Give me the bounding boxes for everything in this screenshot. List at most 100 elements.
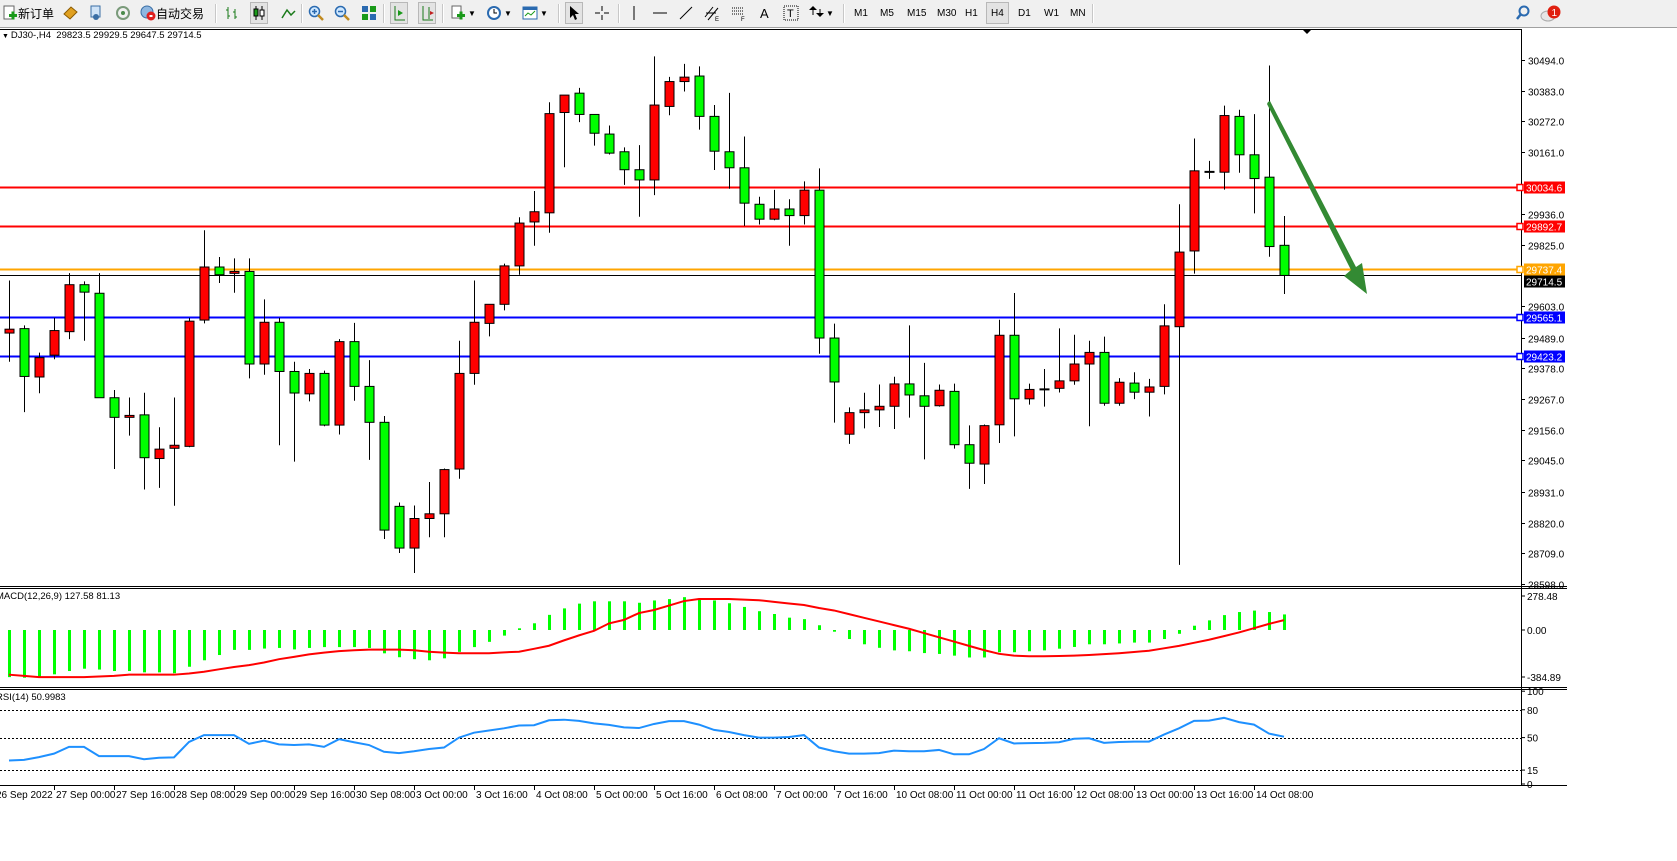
periods-dropdown[interactable]: ▼	[486, 3, 512, 23]
macd-histogram-bar	[1103, 630, 1106, 645]
bullish-candle	[4, 280, 15, 362]
timeframe-d1-button[interactable]: D1	[1018, 7, 1031, 19]
macd-histogram-bar	[728, 603, 731, 630]
candle-body	[1024, 388, 1035, 400]
cursor-button[interactable]	[565, 2, 583, 24]
zoom-out-button[interactable]	[334, 3, 350, 23]
timeframe-h1-button[interactable]: H1	[965, 7, 978, 19]
macd-histogram-bar	[353, 630, 356, 648]
macd-histogram-bar	[998, 630, 1001, 653]
macd-histogram-bar	[683, 597, 686, 630]
macd-histogram-bar	[1133, 630, 1136, 643]
search-button[interactable]	[1515, 3, 1531, 23]
indicators-dropdown[interactable]: ▼	[450, 3, 476, 23]
timeframe-w1-button[interactable]: W1	[1044, 7, 1059, 19]
timeframe-mn-button[interactable]: MN	[1070, 7, 1086, 19]
crosshair-icon	[594, 5, 610, 21]
macd-histogram-bar	[338, 630, 341, 648]
macd-histogram-bar	[203, 630, 206, 661]
rsi-tick-label: 80	[1527, 706, 1539, 717]
bullish-candle	[1084, 340, 1095, 427]
candle-body	[814, 189, 825, 339]
market-watch-button[interactable]	[62, 3, 78, 23]
horizontal-line-icon	[652, 5, 668, 21]
text-label-icon: T	[783, 5, 799, 21]
chevron-down-icon: ▼	[468, 8, 476, 18]
svg-text:E: E	[715, 17, 719, 21]
navigator-button[interactable]	[88, 3, 104, 23]
macd-histogram-bar	[1238, 612, 1241, 630]
timeframe-m1-button[interactable]: M1	[854, 7, 868, 19]
candle-body	[964, 444, 975, 464]
new-order-button[interactable]: 新订单	[2, 3, 54, 23]
support-line-tag	[1524, 311, 1565, 324]
signals-icon	[115, 5, 131, 21]
candle-body	[994, 334, 1005, 426]
candle-body	[454, 372, 465, 470]
vertical-line-button[interactable]	[626, 3, 642, 23]
tile-windows-button[interactable]	[361, 3, 377, 23]
horizontal-line-button[interactable]	[652, 3, 668, 23]
fibonacci-button[interactable]: F	[731, 3, 747, 23]
bullish-candle	[499, 263, 510, 311]
resistance-line-handle[interactable]	[1516, 183, 1524, 192]
equidistant-channel-icon: E	[704, 5, 720, 23]
time-label: 29 Sep 16:00	[296, 790, 356, 801]
time-label: 26 Sep 2022	[0, 790, 53, 801]
text-button[interactable]: A	[757, 3, 773, 23]
support-line-handle[interactable]	[1516, 313, 1524, 322]
header-dropdown-icon[interactable]: ▼	[2, 33, 11, 40]
chart-shift-button[interactable]	[418, 2, 436, 24]
notification-button[interactable]: 1	[1540, 3, 1562, 23]
time-label: 28 Sep 08:00	[176, 790, 236, 801]
bearish-candle	[784, 199, 795, 246]
resistance-line-handle[interactable]	[1516, 222, 1524, 231]
bearish-candle	[709, 105, 720, 170]
time-label: 3 Oct 00:00	[416, 790, 468, 801]
indicators-icon	[450, 5, 466, 21]
macd-histogram-bar	[563, 608, 566, 630]
bullish-candle	[34, 352, 45, 394]
templates-dropdown[interactable]: ▼	[522, 3, 548, 23]
time-label: 27 Sep 00:00	[56, 790, 116, 801]
chart-shift-marker[interactable]	[1302, 29, 1312, 34]
fibonacci-icon: F	[731, 5, 747, 23]
line-chart-button[interactable]	[280, 3, 296, 23]
bullish-candle	[859, 392, 870, 429]
text-label-button[interactable]: T	[783, 3, 799, 23]
macd-histogram-bar	[1013, 630, 1016, 653]
candle-body	[709, 115, 720, 152]
arrows-dropdown[interactable]: ▼	[808, 3, 834, 23]
macd-histogram-bar	[1148, 630, 1151, 643]
candles	[4, 56, 1290, 573]
equidistant-channel-button[interactable]: E	[704, 3, 720, 23]
bullish-candle	[514, 217, 525, 275]
pivot-line-handle[interactable]	[1516, 265, 1524, 274]
candle-body	[154, 448, 165, 460]
timeframe-m15-button[interactable]: M15	[907, 7, 927, 19]
auto-scroll-button[interactable]	[390, 2, 408, 24]
auto-trading-button[interactable]: 自动交易	[140, 3, 204, 23]
new-order-icon	[2, 5, 18, 21]
support-line-handle[interactable]	[1516, 352, 1524, 361]
timeframe-h4-button[interactable]: H4	[986, 2, 1009, 24]
svg-text:A: A	[760, 6, 769, 21]
candle-body	[1159, 325, 1170, 387]
auto-trading-label: 自动交易	[156, 6, 205, 21]
timeframe-m30-button[interactable]: M30	[937, 7, 957, 19]
bar-chart-button[interactable]	[224, 3, 240, 23]
search-icon	[1515, 5, 1531, 21]
trendline-button[interactable]	[678, 3, 694, 23]
timeframe-m5-button[interactable]: M5	[880, 7, 894, 19]
macd-histogram-bar	[1178, 630, 1181, 634]
macd-histogram-bar	[758, 611, 761, 630]
macd-histogram-bar	[233, 630, 236, 650]
crosshair-button[interactable]	[594, 3, 610, 23]
zoom-in-button[interactable]	[308, 3, 324, 23]
cursor-icon	[566, 5, 582, 21]
down-arrow-drawing[interactable]	[1267, 101, 1367, 294]
bearish-candle	[619, 147, 630, 185]
candlestick-button[interactable]	[250, 2, 268, 24]
signals-button[interactable]	[115, 3, 131, 23]
